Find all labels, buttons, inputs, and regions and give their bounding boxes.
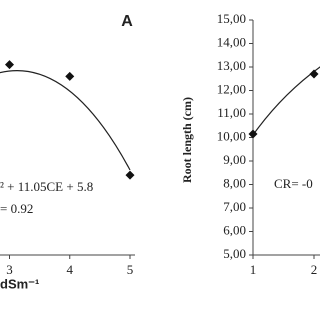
equation: CR= -0	[274, 176, 313, 191]
y-tick-label: 12,00	[217, 81, 246, 96]
trend-line	[252, 66, 320, 136]
panel-title: A	[121, 13, 133, 30]
x-tick-label: 4	[67, 262, 74, 277]
y-tick-label: 9,00	[223, 152, 246, 167]
equation: ² + 11.05CE + 5.8	[0, 179, 93, 194]
y-tick-label: 13,00	[217, 58, 246, 73]
data-point	[248, 129, 258, 139]
y-axis-label: Root length (cm)	[180, 97, 194, 183]
x-tick-label: 1	[250, 262, 257, 277]
y-tick-label: 14,00	[217, 34, 246, 49]
y-tick-label: 6,00	[223, 222, 246, 237]
data-point	[309, 69, 319, 79]
y-tick-label: 5,00	[223, 246, 246, 261]
y-tick-label: 15,00	[217, 11, 246, 26]
x-tick-label: 2	[311, 262, 318, 277]
trend-line	[0, 70, 131, 171]
y-tick-label: 8,00	[223, 175, 246, 190]
data-point	[65, 71, 75, 81]
y-tick-label: 11,00	[217, 105, 246, 120]
x-axis-label: dSm⁻¹	[0, 276, 39, 291]
data-point	[5, 60, 14, 70]
y-tick-label: 7,00	[223, 199, 246, 214]
x-tick-label: 5	[127, 262, 134, 277]
y-tick-label: 10,00	[217, 128, 246, 143]
x-tick-label: 3	[6, 262, 13, 277]
data-point	[125, 170, 135, 180]
r-squared: = 0.92	[0, 201, 33, 216]
